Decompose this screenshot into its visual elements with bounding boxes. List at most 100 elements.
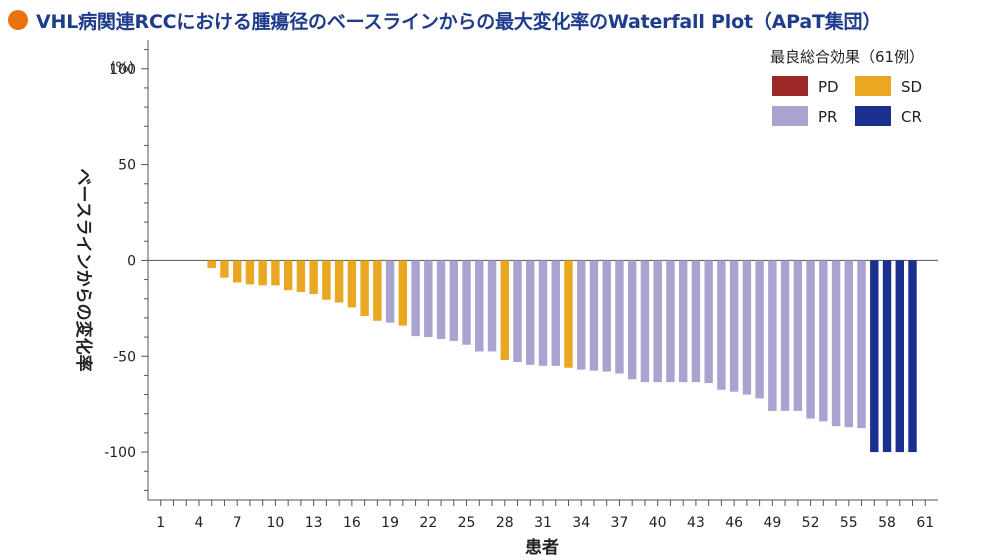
- bar-patient-16: [347, 260, 357, 308]
- x-tick-label: 7: [233, 515, 242, 531]
- x-tick-label: 49: [763, 515, 781, 531]
- legend-label-cr: CR: [901, 108, 922, 126]
- chart-title-row: VHL病関連RCCにおける腫瘍径のベースラインからの最大変化率のWaterfal…: [8, 4, 881, 36]
- legend-label-pd: PD: [818, 78, 839, 96]
- bar-patient-20: [398, 260, 408, 326]
- legend-swatch-pd: [772, 76, 808, 96]
- legend-swatch-sd: [855, 76, 891, 96]
- bar-patient-37: [615, 260, 624, 374]
- bar-patient-53: [819, 260, 828, 422]
- bar-patient-5: [207, 260, 216, 269]
- y-axis-title: ベースラインからの変化率: [73, 168, 94, 371]
- bar-patient-21: [411, 260, 420, 337]
- bar-patient-45: [717, 260, 726, 390]
- x-tick-label: 46: [725, 515, 743, 531]
- bar-patient-46: [729, 260, 739, 392]
- axis-ticks: 100 50 0 -50 -100 1 4 7 10 13 16 19 22 25 28 31 34 37 40 43…: [104, 49, 934, 531]
- bar-patient-50: [780, 260, 790, 411]
- bar-patient-41: [666, 260, 675, 383]
- bar-patient-31: [538, 260, 548, 366]
- y-tick-label: 50: [118, 158, 136, 174]
- y-tick-label: -50: [113, 349, 136, 365]
- x-tick-label: 61: [916, 515, 934, 531]
- bar-patient-11: [283, 260, 293, 291]
- bar-patient-60: [908, 260, 917, 453]
- x-tick-label: 52: [802, 515, 820, 531]
- bar-patient-9: [258, 260, 267, 286]
- x-tick-label: 22: [419, 515, 437, 531]
- bar-patient-18: [373, 260, 382, 321]
- bar-patient-7: [232, 260, 242, 283]
- bar-patient-59: [895, 260, 904, 453]
- x-tick-label: 10: [267, 515, 285, 531]
- x-tick-label: 40: [649, 515, 667, 531]
- bar-patient-57: [870, 260, 879, 453]
- bar-patient-52: [806, 260, 815, 419]
- bar-patient-34: [577, 260, 586, 370]
- bar-patient-14: [322, 260, 331, 300]
- x-tick-label: 16: [343, 515, 361, 531]
- legend-title: 最良総合効果（61例）: [770, 48, 924, 66]
- x-tick-label: 28: [496, 515, 514, 531]
- legend: 最良総合効果（61例） PD SD PR CR: [770, 48, 924, 126]
- bar-patient-35: [589, 260, 599, 371]
- x-tick-label: 37: [611, 515, 629, 531]
- legend-label-pr: PR: [818, 108, 837, 126]
- x-tick-label: 13: [305, 515, 323, 531]
- bar-patient-56: [857, 260, 866, 429]
- bar-patient-48: [755, 260, 764, 399]
- bar-patient-6: [220, 260, 229, 278]
- x-tick-label: 4: [195, 515, 204, 531]
- chart-title: VHL病関連RCCにおける腫瘍径のベースラインからの最大変化率のWaterfal…: [36, 10, 882, 33]
- bar-patient-47: [742, 260, 752, 395]
- bar-patient-49: [768, 260, 777, 411]
- bar-patient-51: [793, 260, 803, 411]
- bar-patient-22: [424, 260, 433, 338]
- bar-patient-17: [360, 260, 369, 316]
- bar-patient-25: [462, 260, 471, 345]
- x-tick-label: 1: [156, 515, 165, 531]
- bar-patient-43: [691, 260, 701, 383]
- bar-patient-33: [564, 260, 573, 368]
- bar-patient-42: [678, 260, 688, 383]
- bar-patient-30: [526, 260, 535, 365]
- bar-patient-29: [513, 260, 522, 362]
- bar-patient-19: [385, 260, 395, 323]
- bar-patient-38: [627, 260, 637, 380]
- legend-label-sd: SD: [901, 78, 922, 96]
- x-axis-title: 患者: [525, 537, 559, 558]
- bar-patient-32: [551, 260, 560, 366]
- bar-patient-39: [640, 260, 650, 383]
- bar-patient-55: [844, 260, 854, 428]
- y-tick-label: 100: [109, 62, 136, 78]
- bar-patient-40: [653, 260, 662, 383]
- legend-swatch-pr: [772, 106, 808, 126]
- y-axis-unit: (%): [110, 60, 134, 76]
- legend-swatch-cr: [855, 106, 891, 126]
- x-tick-label: 25: [458, 515, 476, 531]
- bar-patient-24: [449, 260, 459, 341]
- bar-patient-58: [882, 260, 892, 453]
- bar-patient-23: [436, 260, 446, 339]
- bar-patient-54: [831, 260, 841, 427]
- x-tick-label: 55: [840, 515, 858, 531]
- bar-patient-28: [500, 260, 509, 361]
- bar-patient-8: [245, 260, 255, 285]
- x-tick-label: 34: [572, 515, 590, 531]
- bar-patient-36: [602, 260, 611, 372]
- bar-patient-27: [487, 260, 497, 352]
- bar-patient-12: [296, 260, 306, 293]
- bar-patient-26: [475, 260, 484, 352]
- bars: [207, 260, 917, 453]
- bar-patient-44: [704, 260, 713, 384]
- bar-patient-10: [271, 260, 280, 286]
- x-tick-label: 58: [878, 515, 896, 531]
- bar-patient-15: [334, 260, 344, 303]
- bullet-dot-icon: [8, 10, 28, 30]
- x-tick-label: 19: [381, 515, 399, 531]
- y-tick-label: 0: [127, 253, 136, 269]
- y-tick-label: -100: [104, 445, 136, 461]
- x-tick-label: 43: [687, 515, 705, 531]
- x-tick-label: 31: [534, 515, 552, 531]
